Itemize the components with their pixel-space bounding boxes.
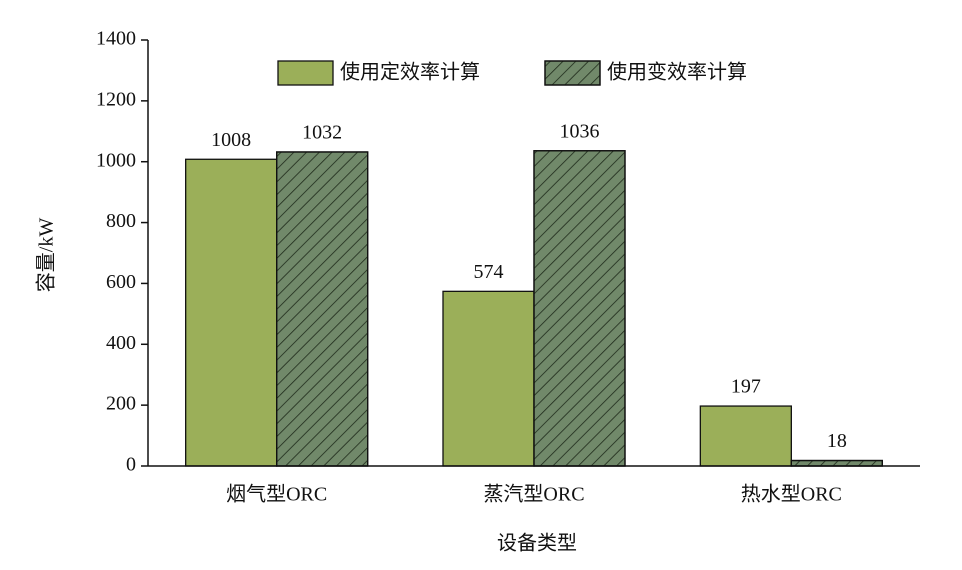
y-tick-label: 1000	[96, 149, 136, 171]
bar-hatch	[276, 151, 369, 467]
legend-label: 使用定效率计算	[340, 61, 480, 84]
data-label: 197	[731, 376, 761, 398]
y-tick-label: 400	[106, 332, 136, 354]
legend-swatch-hatch	[544, 60, 601, 86]
data-label: 1036	[560, 120, 600, 142]
data-label: 1032	[302, 122, 342, 144]
y-tick-label: 200	[106, 393, 136, 415]
y-tick-label: 600	[106, 271, 136, 293]
x-tick-label: 热水型ORC	[741, 483, 842, 506]
legend-label: 使用变效率计算	[607, 61, 747, 84]
data-label: 18	[827, 430, 847, 452]
x-tick-label: 烟气型ORC	[226, 483, 327, 506]
bar	[442, 290, 535, 467]
bar	[185, 158, 278, 467]
x-tick-label: 蒸汽型ORC	[483, 483, 584, 506]
y-axis-label: 容量/kW	[35, 218, 58, 293]
x-axis-label: 设备类型	[497, 532, 577, 555]
data-label: 1008	[211, 129, 251, 151]
data-label: 574	[474, 261, 504, 283]
y-tick-label: 0	[126, 454, 136, 476]
y-tick-label: 1400	[96, 28, 136, 50]
y-tick-label: 800	[106, 210, 136, 232]
bar-hatch	[790, 459, 883, 467]
bar-hatch	[533, 150, 626, 467]
y-tick-label: 1200	[96, 88, 136, 110]
bar	[699, 405, 792, 467]
legend-swatch	[277, 60, 334, 86]
